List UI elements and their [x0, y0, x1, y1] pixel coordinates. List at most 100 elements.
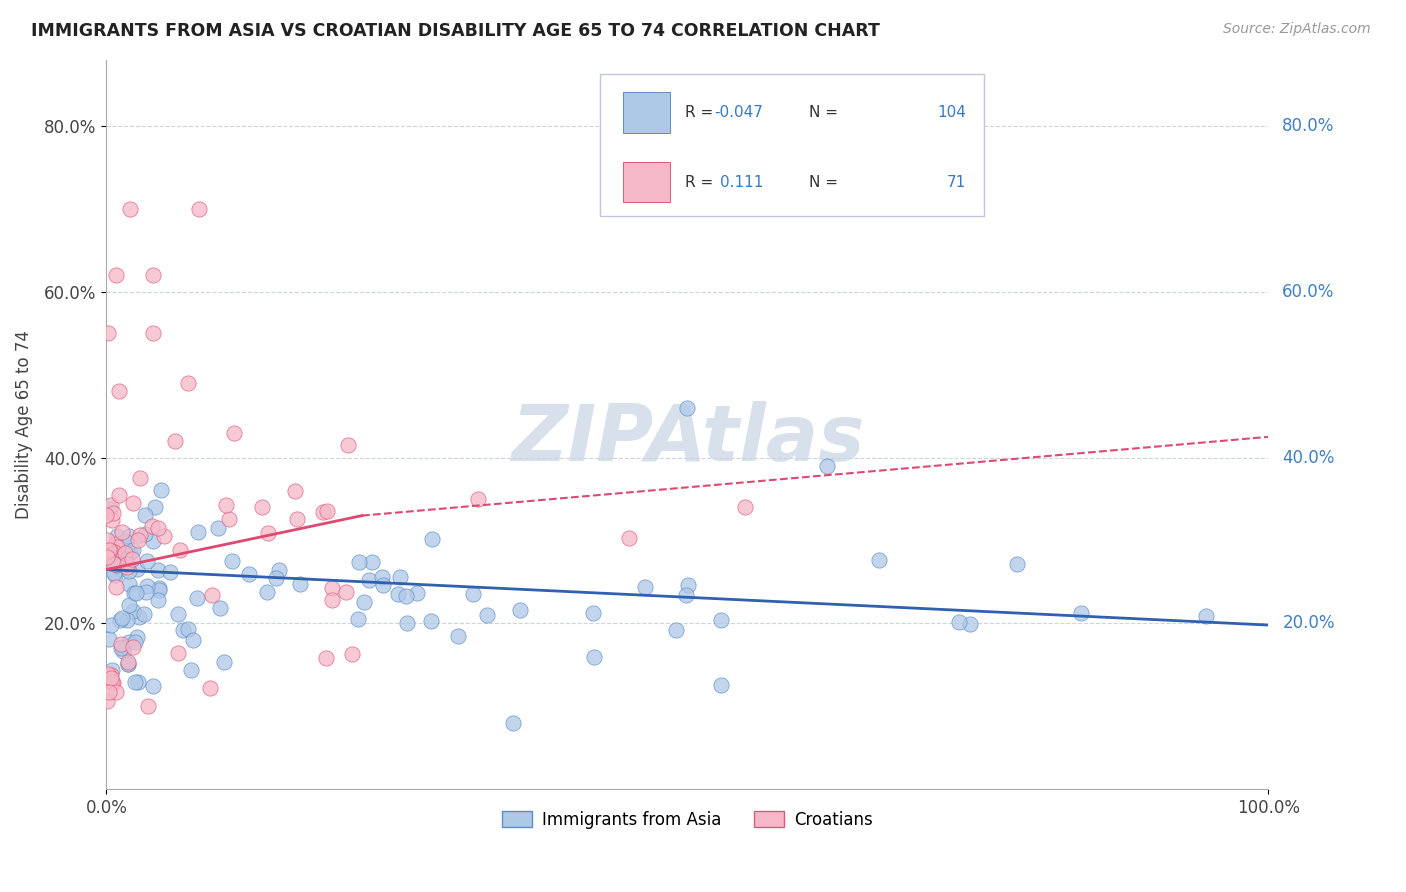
Point — [112, 555, 135, 569]
Point — [100, 499, 122, 513]
Point — [357, 573, 380, 587]
Text: -0.047: -0.047 — [714, 105, 763, 120]
Point — [583, 649, 606, 664]
Text: IMMIGRANTS FROM ASIA VS CROATIAN DISABILITY AGE 65 TO 74 CORRELATION CHART: IMMIGRANTS FROM ASIA VS CROATIAN DISABIL… — [31, 22, 880, 40]
Point — [167, 646, 190, 660]
Point — [132, 607, 155, 621]
Point — [208, 601, 231, 615]
Text: N =: N = — [810, 175, 844, 190]
Text: Source: ZipAtlas.com: Source: ZipAtlas.com — [1223, 22, 1371, 37]
Text: 71: 71 — [948, 175, 966, 190]
Point — [118, 635, 141, 649]
Point — [395, 589, 418, 603]
Point — [467, 491, 489, 506]
Point — [159, 565, 181, 579]
Point — [110, 641, 132, 656]
Point — [104, 557, 127, 571]
Point — [959, 616, 981, 631]
Point — [419, 615, 441, 629]
Legend: Immigrants from Asia, Croatians: Immigrants from Asia, Croatians — [495, 805, 880, 836]
Point — [264, 571, 287, 585]
Point — [502, 715, 524, 730]
Point — [948, 615, 970, 629]
Text: 0.111: 0.111 — [720, 175, 763, 190]
Text: ZIPAtlas: ZIPAtlas — [510, 401, 865, 477]
FancyBboxPatch shape — [600, 74, 984, 217]
Point — [117, 557, 139, 571]
Point — [103, 567, 125, 582]
Y-axis label: Disability Age 65 to 74: Disability Age 65 to 74 — [15, 330, 32, 519]
Point — [117, 657, 139, 671]
Point — [105, 558, 128, 572]
Point — [115, 544, 138, 558]
Point — [165, 434, 187, 448]
Point — [121, 551, 143, 566]
Point — [183, 632, 205, 647]
Point — [619, 531, 641, 545]
Text: N =: N = — [810, 105, 844, 120]
Point — [1005, 558, 1028, 572]
Point — [153, 529, 176, 543]
Point — [104, 580, 127, 594]
Point — [142, 326, 165, 341]
Point — [284, 483, 307, 498]
Point — [676, 401, 699, 415]
Point — [105, 529, 128, 543]
Point — [347, 555, 370, 569]
Point — [141, 519, 163, 533]
Point — [96, 533, 118, 547]
Point — [100, 617, 122, 632]
Point — [288, 577, 311, 591]
Point — [128, 528, 150, 542]
Point — [98, 501, 121, 516]
Point — [176, 376, 198, 390]
Point — [1070, 606, 1092, 620]
Point — [215, 498, 238, 512]
Point — [101, 676, 124, 690]
Point — [221, 554, 243, 568]
Point — [117, 657, 139, 672]
Point — [101, 675, 124, 690]
Point — [353, 595, 375, 609]
Point — [420, 532, 443, 546]
Point — [285, 512, 308, 526]
Point — [149, 483, 172, 497]
Text: 104: 104 — [938, 105, 966, 120]
Point — [127, 675, 149, 690]
Point — [128, 610, 150, 624]
Text: 20.0%: 20.0% — [1282, 615, 1334, 632]
Point — [108, 384, 131, 399]
Point — [387, 587, 409, 601]
Point — [146, 563, 169, 577]
Point — [675, 588, 697, 602]
Point — [100, 672, 122, 686]
Point — [868, 553, 890, 567]
Point — [117, 560, 139, 574]
Point — [96, 544, 118, 558]
Point — [207, 521, 229, 535]
Point — [124, 635, 146, 649]
Point — [111, 524, 134, 539]
Point — [218, 511, 240, 525]
Point — [447, 628, 470, 642]
Point — [143, 500, 166, 514]
Point — [97, 666, 120, 681]
Point — [110, 613, 132, 627]
Point — [200, 681, 222, 696]
Point — [127, 630, 149, 644]
Point — [103, 557, 125, 571]
Point — [124, 674, 146, 689]
Point — [172, 623, 194, 637]
Point — [110, 640, 132, 654]
Point — [118, 576, 141, 591]
Point — [371, 570, 394, 584]
Point — [461, 587, 484, 601]
Point — [103, 545, 125, 559]
Point — [177, 622, 200, 636]
Point — [188, 202, 211, 216]
Point — [734, 500, 756, 515]
Point — [134, 508, 156, 523]
Point — [509, 602, 531, 616]
Point — [97, 632, 120, 647]
Point — [582, 606, 605, 620]
